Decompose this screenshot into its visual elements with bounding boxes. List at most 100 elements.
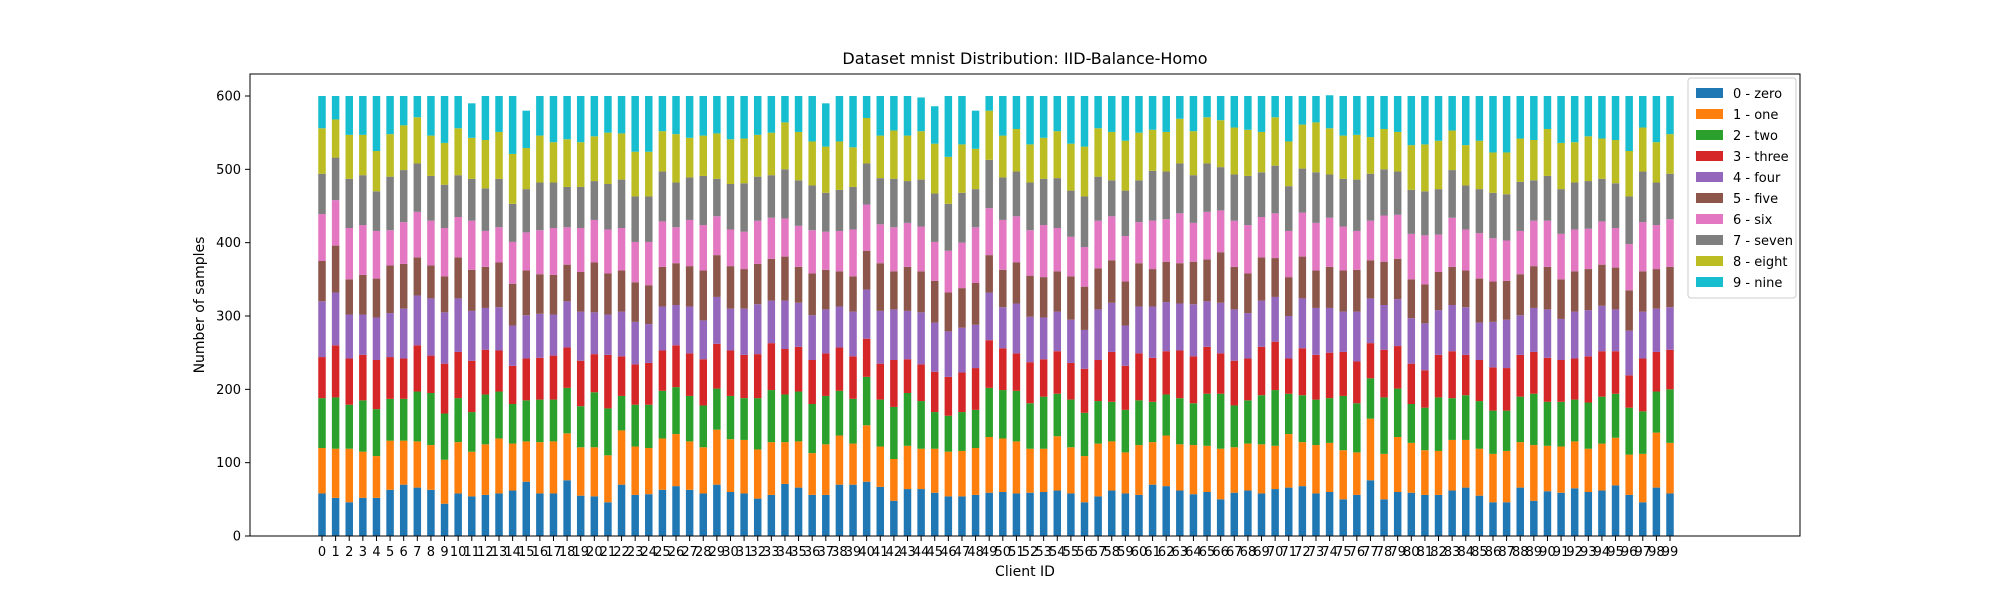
bar-segment-client-55-series-3 <box>1067 362 1075 400</box>
bar-segment-client-68-series-1 <box>1244 443 1252 491</box>
bar-segment-client-17-series-0 <box>549 493 558 536</box>
bar-segment-client-1-series-2 <box>331 397 340 449</box>
bar-segment-client-91-series-9 <box>1557 96 1565 143</box>
bar-segment-client-28-series-9 <box>699 96 707 136</box>
bar-segment-client-70-series-9 <box>1271 96 1279 118</box>
x-tick-label: 65 <box>1199 545 1216 560</box>
bar-segment-client-2-series-1 <box>345 448 353 503</box>
bar-segment-client-7-series-7 <box>413 163 422 212</box>
bar-segment-client-14-series-9 <box>508 96 517 154</box>
x-tick-label: 89 <box>1526 545 1543 560</box>
bar-segment-client-99-series-6 <box>1666 219 1674 267</box>
bar-segment-client-97-series-8 <box>1639 127 1647 172</box>
bar-segment-client-66-series-1 <box>1216 448 1225 500</box>
bar-segment-client-95-series-2 <box>1611 393 1620 438</box>
x-tick-label: 97 <box>1634 545 1651 560</box>
x-tick-label: 52 <box>1022 545 1039 560</box>
bar-segment-client-18-series-6 <box>563 227 571 265</box>
bar-segment-client-90-series-1 <box>1543 445 1552 492</box>
x-tick-label: 74 <box>1321 545 1338 560</box>
bar-segment-client-39-series-3 <box>849 356 857 399</box>
bar-segment-client-83-series-1 <box>1448 439 1456 491</box>
bar-segment-client-32-series-8 <box>753 134 762 177</box>
bar-segment-client-12-series-3 <box>481 349 490 395</box>
bar-segment-client-40-series-7 <box>862 163 871 205</box>
bar-segment-client-21-series-0 <box>604 502 612 536</box>
bar-segment-client-92-series-9 <box>1570 96 1579 143</box>
bar-segment-client-7-series-6 <box>413 211 422 258</box>
bar-segment-client-80-series-8 <box>1407 145 1416 190</box>
bar-segment-client-93-series-5 <box>1584 269 1593 311</box>
bar-segment-client-11-series-7 <box>468 178 476 221</box>
bar-segment-client-6-series-1 <box>399 440 408 485</box>
bar-segment-client-39-series-0 <box>849 484 857 536</box>
bar-segment-client-93-series-6 <box>1584 228 1593 270</box>
x-tick-label: 51 <box>1008 545 1025 560</box>
x-tick-label: 14 <box>504 545 521 560</box>
bar-segment-client-82-series-9 <box>1434 96 1443 141</box>
bar-segment-client-11-series-6 <box>468 220 476 270</box>
bar-segment-client-88-series-3 <box>1516 354 1524 397</box>
legend-swatch <box>1696 256 1723 266</box>
bar-segment-client-22-series-6 <box>617 228 626 271</box>
bar-segment-client-34-series-2 <box>781 394 789 443</box>
bar-segment-client-95-series-1 <box>1611 437 1620 486</box>
bar-segment-client-94-series-0 <box>1598 490 1606 536</box>
bar-segment-client-19-series-8 <box>576 142 585 187</box>
bar-segment-client-86-series-2 <box>1489 410 1497 454</box>
bar-segment-client-95-series-3 <box>1611 351 1620 394</box>
bar-segment-client-79-series-0 <box>1393 492 1402 536</box>
bar-segment-client-94-series-2 <box>1598 396 1606 444</box>
bar-segment-client-40-series-9 <box>862 96 871 118</box>
x-tick-label: 21 <box>600 545 617 560</box>
bar-segment-client-35-series-3 <box>794 346 803 392</box>
bar-segment-client-0-series-3 <box>318 357 326 399</box>
bar-segment-client-69-series-2 <box>1257 395 1266 445</box>
bar-segment-client-2-series-2 <box>345 404 353 449</box>
bar-segment-client-16-series-7 <box>536 182 544 231</box>
bar-segment-client-20-series-1 <box>590 447 599 497</box>
x-tick-label: 32 <box>749 545 766 560</box>
bar-segment-client-12-series-0 <box>481 494 490 536</box>
bar-segment-client-6-series-4 <box>399 308 408 359</box>
bar-segment-client-90-series-6 <box>1543 220 1552 267</box>
bar-segment-client-53-series-0 <box>1039 492 1048 536</box>
bar-segment-client-30-series-8 <box>726 139 735 184</box>
bar-segment-client-96-series-7 <box>1625 196 1633 245</box>
bar-segment-client-8-series-4 <box>427 298 435 356</box>
bar-segment-client-78-series-1 <box>1380 453 1388 500</box>
bar-segment-client-74-series-0 <box>1325 492 1334 536</box>
bar-segment-client-61-series-4 <box>1148 306 1157 358</box>
bar-segment-client-29-series-1 <box>713 429 721 485</box>
bar-segment-client-39-series-9 <box>849 96 857 148</box>
x-tick-label: 19 <box>572 545 589 560</box>
bar-segment-client-98-series-7 <box>1652 182 1661 226</box>
bar-segment-client-29-series-9 <box>713 96 721 134</box>
bar-segment-client-57-series-8 <box>1094 128 1102 177</box>
bar-segment-client-34-series-3 <box>781 349 789 395</box>
bar-segment-client-10-series-0 <box>454 493 462 536</box>
bar-segment-client-69-series-6 <box>1257 217 1266 258</box>
bar-segment-client-9-series-2 <box>440 413 449 460</box>
bar-segment-client-15-series-5 <box>522 270 530 316</box>
bar-segment-client-29-series-6 <box>713 216 721 256</box>
bar-segment-client-59-series-3 <box>1121 365 1130 410</box>
bar-segment-client-33-series-0 <box>767 494 776 536</box>
bar-segment-client-21-series-4 <box>604 314 612 355</box>
bar-stacks <box>318 95 1674 536</box>
bar-segment-client-71-series-0 <box>1285 487 1293 536</box>
bar-segment-client-56-series-0 <box>1080 502 1089 536</box>
bar-segment-client-17-series-8 <box>549 142 558 183</box>
bar-segment-client-75-series-8 <box>1339 135 1347 179</box>
bar-segment-client-57-series-5 <box>1094 268 1102 310</box>
bar-segment-client-50-series-3 <box>999 348 1007 391</box>
bar-segment-client-94-series-9 <box>1598 96 1606 139</box>
bar-segment-client-5-series-9 <box>386 96 394 135</box>
bar-segment-client-40-series-3 <box>862 338 871 377</box>
bar-segment-client-67-series-9 <box>1230 96 1239 128</box>
legend-entry-label: 6 - six <box>1733 213 1773 228</box>
legend-entry-label: 8 - eight <box>1733 255 1787 270</box>
bar-segment-client-60-series-6 <box>1135 222 1143 264</box>
bar-segment-client-16-series-0 <box>536 493 544 536</box>
bar-segment-client-87-series-0 <box>1502 502 1511 536</box>
